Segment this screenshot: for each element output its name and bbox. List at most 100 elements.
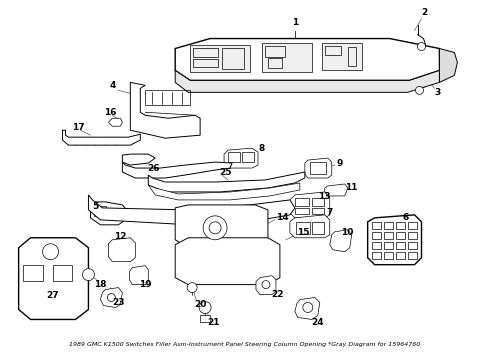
Bar [371, 222, 381, 229]
Bar [145, 90, 190, 105]
Text: 9: 9 [337, 158, 343, 167]
Text: 5: 5 [92, 202, 98, 211]
Text: 18: 18 [94, 280, 107, 289]
Polygon shape [175, 39, 440, 80]
Bar [310, 162, 326, 174]
Circle shape [107, 293, 115, 302]
Text: 12: 12 [114, 232, 126, 241]
Bar [384, 252, 392, 259]
Polygon shape [108, 238, 135, 262]
Text: 7: 7 [326, 208, 333, 217]
Bar [295, 198, 309, 206]
Text: 17: 17 [72, 123, 85, 132]
Polygon shape [330, 230, 352, 252]
Bar [395, 242, 405, 249]
Bar [262, 42, 312, 72]
Text: 1989 GMC K1500 Switches Filler Asm-Instrument Panel Steering Column Opening *Gra: 1989 GMC K1500 Switches Filler Asm-Instr… [70, 342, 420, 347]
Polygon shape [63, 130, 140, 145]
Circle shape [187, 283, 197, 293]
Bar [193, 48, 218, 58]
Circle shape [43, 244, 58, 260]
Text: 24: 24 [312, 318, 324, 327]
Text: 21: 21 [207, 318, 220, 327]
Bar [395, 252, 405, 259]
Bar [325, 45, 341, 55]
Polygon shape [122, 162, 232, 178]
Text: 14: 14 [275, 213, 288, 222]
Bar [52, 265, 73, 280]
Circle shape [262, 280, 270, 289]
Bar [348, 46, 356, 67]
Bar [312, 198, 324, 206]
Bar [384, 232, 392, 239]
Bar [395, 232, 405, 239]
Polygon shape [108, 118, 122, 126]
Polygon shape [440, 49, 457, 82]
Circle shape [199, 302, 211, 314]
Bar [296, 222, 310, 234]
Polygon shape [175, 71, 440, 92]
Text: 13: 13 [318, 193, 331, 202]
Bar [371, 242, 381, 249]
Polygon shape [325, 184, 348, 196]
Polygon shape [91, 202, 128, 225]
Polygon shape [295, 298, 320, 319]
Text: 27: 27 [46, 291, 59, 300]
Text: 19: 19 [139, 280, 151, 289]
Bar [295, 208, 309, 214]
Text: 15: 15 [296, 228, 309, 237]
Polygon shape [290, 215, 330, 238]
Polygon shape [148, 172, 305, 192]
Polygon shape [256, 276, 276, 294]
Polygon shape [130, 82, 200, 138]
Bar [322, 42, 362, 71]
Bar [200, 315, 210, 323]
Polygon shape [122, 154, 155, 165]
Bar [268, 58, 282, 68]
Polygon shape [175, 205, 268, 248]
Polygon shape [129, 266, 148, 285]
Text: 1: 1 [292, 18, 298, 27]
Bar [408, 232, 416, 239]
Text: 4: 4 [109, 81, 116, 90]
Bar [371, 252, 381, 259]
Polygon shape [148, 183, 300, 200]
Polygon shape [368, 215, 421, 265]
Text: 20: 20 [194, 300, 206, 309]
Polygon shape [89, 195, 295, 225]
Bar [384, 222, 392, 229]
Text: 16: 16 [104, 108, 117, 117]
Text: 10: 10 [342, 228, 354, 237]
Bar [95, 206, 106, 216]
Circle shape [203, 216, 227, 240]
Polygon shape [175, 238, 280, 285]
Bar [265, 45, 285, 58]
Polygon shape [19, 238, 89, 319]
Circle shape [417, 42, 425, 50]
Text: 23: 23 [112, 298, 124, 307]
Text: 2: 2 [421, 8, 428, 17]
Bar [312, 208, 324, 214]
Text: 25: 25 [219, 167, 231, 176]
Bar [408, 222, 416, 229]
Circle shape [82, 269, 95, 280]
Text: 8: 8 [259, 144, 265, 153]
Polygon shape [100, 288, 122, 307]
Text: 22: 22 [271, 290, 284, 299]
Circle shape [303, 302, 313, 312]
Bar [23, 265, 43, 280]
Bar [312, 222, 324, 234]
Bar [222, 48, 244, 69]
Bar [190, 45, 250, 72]
Bar [384, 242, 392, 249]
Text: 11: 11 [345, 184, 358, 193]
Text: 3: 3 [434, 88, 441, 97]
Polygon shape [224, 148, 258, 168]
Polygon shape [290, 192, 330, 218]
Text: 26: 26 [147, 163, 160, 172]
Polygon shape [305, 158, 332, 178]
Bar [395, 222, 405, 229]
Bar [408, 242, 416, 249]
Text: 6: 6 [402, 213, 409, 222]
Bar [193, 59, 218, 67]
